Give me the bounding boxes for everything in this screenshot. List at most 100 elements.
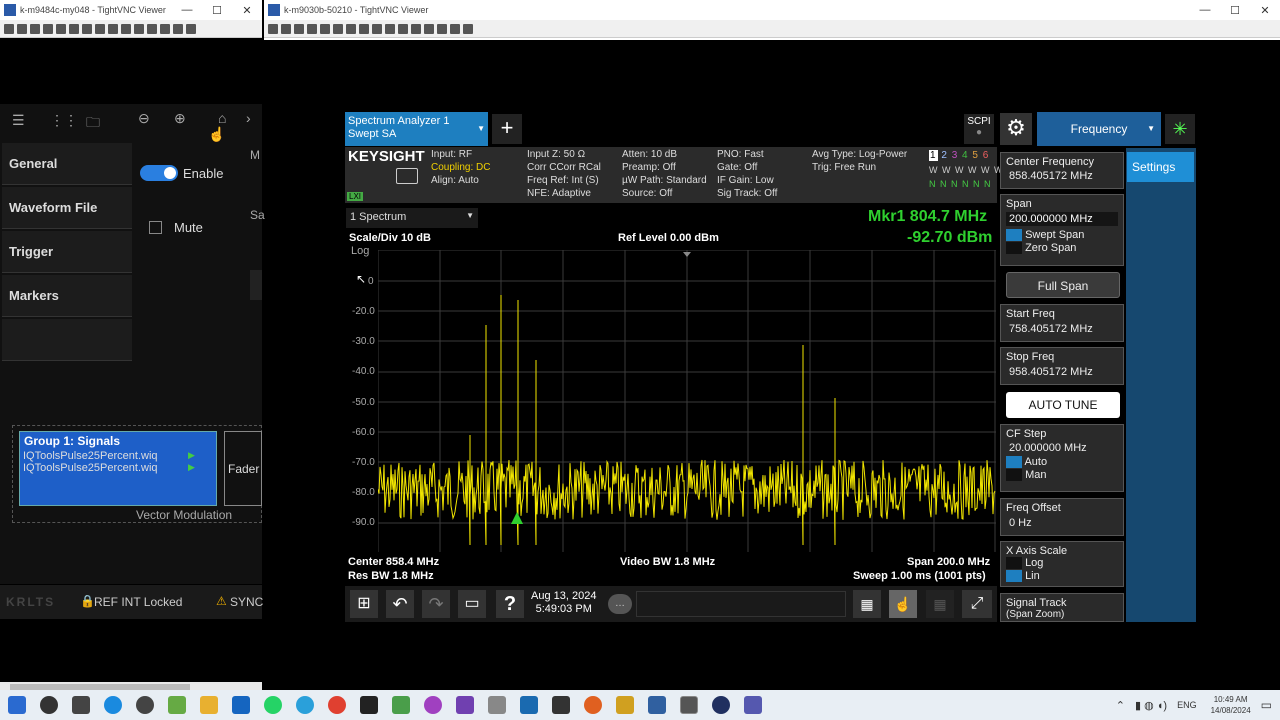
forward-icon[interactable]: ⊕ (174, 110, 186, 126)
home-icon[interactable]: ⌂ (218, 110, 227, 126)
undo-icon[interactable]: ↶ (386, 590, 414, 618)
zoom-icon[interactable] (437, 23, 447, 34)
help-button[interactable]: ? (496, 590, 524, 618)
swept-span-option[interactable]: Swept Span (1006, 229, 1118, 242)
enable-toggle[interactable] (140, 165, 178, 181)
trace-2[interactable]: 2 (941, 150, 948, 161)
app-icon[interactable] (168, 696, 186, 714)
toolbar-icon[interactable] (95, 23, 105, 34)
hamburger-icon[interactable]: ☰ (12, 112, 25, 128)
center-frequency-key[interactable]: Center Frequency 858.405172 MHz (1000, 152, 1124, 189)
search-icon[interactable] (40, 696, 58, 714)
zoom-icon[interactable] (186, 23, 196, 34)
toolbar-icon[interactable] (359, 23, 369, 34)
analyzer-tab[interactable]: Spectrum Analyzer 1 Swept SA ▼ (345, 112, 488, 146)
toolbar-icon[interactable] (30, 23, 40, 34)
telegram-icon[interactable] (296, 696, 314, 714)
app-icon[interactable] (488, 696, 506, 714)
x-axis-scale-key[interactable]: X Axis Scale Log Lin (1000, 541, 1124, 587)
toolbar-icon[interactable] (108, 23, 118, 34)
app-icon[interactable] (424, 696, 442, 714)
log-option[interactable]: Log (1006, 557, 1118, 570)
span-value-input[interactable]: 200.000000 MHz (1006, 212, 1118, 226)
toolbar-icon[interactable] (281, 23, 291, 34)
toolbar-icon[interactable] (147, 23, 157, 34)
trace-4[interactable]: 4 (962, 150, 969, 161)
app-icon[interactable] (616, 696, 634, 714)
group-signals-box[interactable]: Group 1: Signals IQToolsPulse25Percent.w… (19, 431, 217, 506)
nav-waveform-file[interactable]: Waveform File (2, 187, 132, 229)
minimize-button[interactable]: — (181, 3, 193, 16)
frequency-menu[interactable]: Frequency ▼ (1037, 112, 1161, 146)
pause-icon[interactable] (69, 23, 79, 34)
zoom-out-icon[interactable] (424, 23, 434, 34)
chevron-right-icon[interactable]: › (246, 110, 251, 126)
horizontal-scrollbar[interactable] (0, 682, 262, 692)
close-button[interactable]: ✕ (1260, 4, 1270, 17)
pause-icon[interactable] (320, 23, 330, 34)
fullscreen-icon[interactable] (463, 23, 473, 34)
span-key[interactable]: Span 200.000000 MHz Swept Span Zero Span (1000, 194, 1124, 266)
fullscreen-icon[interactable]: ⤢ (962, 590, 992, 618)
touch-icon[interactable]: ☝ (889, 590, 917, 618)
gear-icon[interactable]: ⚙ (1000, 113, 1032, 145)
close-button[interactable]: ✕ (242, 4, 252, 17)
full-span-button[interactable]: Full Span (1006, 272, 1120, 298)
trace-3[interactable]: 3 (951, 150, 959, 161)
toolbar-icon[interactable] (346, 23, 356, 34)
media-icon[interactable] (136, 696, 154, 714)
alt-icon[interactable] (134, 23, 144, 34)
vnc-viewer-icon[interactable] (680, 696, 698, 714)
spectrum-trace-plot[interactable] (378, 250, 996, 552)
maximize-button[interactable]: ☐ (212, 4, 222, 17)
refresh-icon[interactable] (82, 23, 92, 34)
marker-1-icon[interactable] (511, 512, 523, 524)
visual-studio-icon[interactable] (456, 696, 474, 714)
trace-1[interactable]: 1 (929, 150, 938, 161)
redo-icon[interactable]: ↷ (422, 590, 450, 618)
layout-grid-icon[interactable]: ▦ (853, 590, 881, 618)
file-explorer-icon[interactable] (200, 696, 218, 714)
notification-icon[interactable]: ▭ (1260, 698, 1272, 712)
cut-box[interactable] (250, 270, 262, 300)
start-freq-key[interactable]: Start Freq 758.405172 MHz (1000, 304, 1124, 342)
windows-icon[interactable]: ⊞ (350, 590, 378, 618)
alt-icon[interactable] (385, 23, 395, 34)
nav-trigger[interactable]: Trigger (2, 231, 132, 273)
mute-checkbox[interactable] (149, 221, 162, 234)
nav-markers[interactable]: Markers (2, 275, 132, 317)
app-icon[interactable] (552, 696, 570, 714)
signal-track-key[interactable]: Signal Track (Span Zoom) (1000, 593, 1124, 622)
language-indicator[interactable]: ENG (1177, 700, 1197, 710)
tray-chevron-icon[interactable]: ⌃ (1115, 699, 1126, 712)
ctrl-icon[interactable] (372, 23, 382, 34)
terminal-icon[interactable] (360, 696, 378, 714)
toolbar-icon[interactable] (4, 23, 14, 34)
message-area[interactable] (636, 591, 846, 617)
maximize-button[interactable]: ☐ (1230, 4, 1240, 17)
task-view-icon[interactable] (72, 696, 90, 714)
toolbar-icon[interactable] (56, 23, 66, 34)
apps-grid-icon[interactable]: ⋮⋮ (50, 112, 78, 128)
notepad-icon[interactable] (392, 696, 410, 714)
file-icon[interactable]: ▭ (458, 590, 486, 618)
edge-icon[interactable] (104, 696, 122, 714)
cf-man-option[interactable]: Man (1006, 469, 1118, 482)
scpi-indicator[interactable]: SCPI ● (964, 114, 994, 144)
firefox-icon[interactable] (584, 696, 602, 714)
view-selector[interactable]: 1 Spectrum ▼ (346, 208, 478, 228)
cf-step-key[interactable]: CF Step 20.000000 MHz Auto Man (1000, 424, 1124, 492)
app-icon[interactable] (648, 696, 666, 714)
message-icon[interactable]: … (608, 594, 632, 614)
auto-tune-button[interactable]: AUTO TUNE (1006, 392, 1120, 418)
app-icon[interactable] (520, 696, 538, 714)
lin-option[interactable]: Lin (1006, 570, 1118, 583)
fader-box[interactable]: Fader (224, 431, 262, 506)
settings-tab[interactable]: Settings (1127, 152, 1194, 182)
minimize-button[interactable]: — (1199, 3, 1211, 16)
grid-icon[interactable]: ▦ (926, 590, 954, 618)
freq-offset-key[interactable]: Freq Offset 0 Hz (1000, 498, 1124, 536)
add-tab-button[interactable]: + (492, 114, 522, 144)
start-icon[interactable] (8, 696, 26, 714)
zoom-out-icon[interactable] (173, 23, 183, 34)
